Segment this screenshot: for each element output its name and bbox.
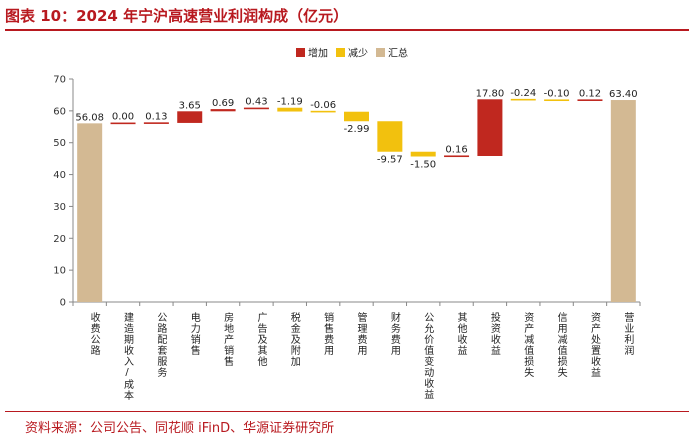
value-label: 0.00 bbox=[112, 112, 134, 123]
y-tick-label: 60 bbox=[53, 106, 66, 117]
y-tick-label: 40 bbox=[53, 170, 66, 181]
axes: 0 10 20 30 40 50 60 70 bbox=[53, 75, 641, 309]
category-label: 建造期收入/成本 bbox=[122, 311, 134, 401]
value-label: 56.08 bbox=[75, 112, 104, 123]
y-tick-label: 30 bbox=[53, 202, 66, 213]
legend-swatch-increase bbox=[296, 48, 305, 57]
value-label: -0.24 bbox=[510, 88, 536, 99]
category-label: 销售费用 bbox=[322, 311, 334, 356]
y-tick-label: 70 bbox=[53, 75, 66, 86]
bar-increase bbox=[477, 99, 503, 156]
bars bbox=[77, 98, 636, 302]
chart-title: 图表 10：2024 年宁沪高速营业利润构成（亿元） bbox=[5, 7, 349, 25]
bar-decrease bbox=[510, 98, 536, 101]
category-label: 投资收益 bbox=[488, 311, 500, 356]
bar-increase bbox=[110, 122, 136, 125]
value-label: 63.40 bbox=[609, 89, 638, 100]
legend: 增加 减少 汇总 bbox=[296, 47, 408, 60]
bar-decrease bbox=[544, 99, 570, 102]
category-label: 营业利润 bbox=[622, 311, 634, 356]
bar-decrease bbox=[344, 111, 369, 122]
category-label: 税金及附加 bbox=[288, 311, 300, 367]
bar-increase bbox=[444, 155, 470, 158]
value-label: -0.10 bbox=[544, 88, 570, 99]
bar-decrease bbox=[410, 151, 436, 157]
category-label: 公允价值变动收益 bbox=[422, 312, 434, 400]
category-label: 其他收益 bbox=[455, 312, 467, 356]
value-label: 0.13 bbox=[145, 111, 167, 122]
bar-decrease bbox=[310, 110, 336, 113]
source-note: 资料来源：公司公告、同花顺 iFinD、华源证券研究所 bbox=[25, 421, 335, 436]
legend-swatch-total bbox=[376, 48, 385, 57]
source-divider bbox=[5, 411, 689, 412]
value-labels: 56.08 0.00 0.13 3.65 0.69 0.43 -1.19 -0.06 -2.99… bbox=[75, 88, 637, 171]
bar-increase bbox=[177, 111, 203, 123]
category-label: 电力销售 bbox=[188, 311, 200, 356]
bar-decrease bbox=[377, 121, 403, 152]
y-tick-label: 10 bbox=[53, 266, 66, 277]
value-label: 17.80 bbox=[476, 88, 505, 99]
bar-total bbox=[77, 123, 103, 302]
waterfall-chart: 0 10 20 30 40 50 60 70 56.08 0.00 0.13 3.65 0.69 0.4… bbox=[53, 47, 641, 401]
bar-total bbox=[610, 100, 636, 302]
value-label: -9.57 bbox=[377, 155, 403, 166]
legend-label-decrease: 减少 bbox=[348, 48, 368, 60]
value-label: -1.50 bbox=[410, 160, 436, 171]
bar-increase bbox=[143, 122, 169, 124]
category-label: 财务费用 bbox=[388, 311, 400, 356]
legend-swatch-decrease bbox=[336, 48, 345, 57]
value-label: 3.65 bbox=[179, 100, 201, 111]
category-labels: 收费公路 建造期收入/成本 公路配套服务 电力销售 房地产销售 广告及其他 税金及附加 销售费… bbox=[88, 311, 634, 401]
bar-increase bbox=[577, 99, 603, 101]
title-divider bbox=[5, 29, 689, 31]
category-label: 公路配套服务 bbox=[155, 312, 167, 378]
legend-label-total: 汇总 bbox=[388, 47, 408, 60]
category-label: 广告及其他 bbox=[255, 312, 267, 367]
category-label: 管理费用 bbox=[355, 311, 367, 356]
category-label: 信用减值损失 bbox=[555, 312, 567, 378]
y-tick-label: 50 bbox=[53, 138, 66, 149]
category-label: 资产处置收益 bbox=[588, 312, 600, 378]
value-label: -2.99 bbox=[344, 124, 370, 135]
y-tick-label: 0 bbox=[60, 298, 66, 309]
value-label: -0.06 bbox=[310, 100, 336, 111]
category-label: 资产减值损失 bbox=[522, 312, 534, 378]
y-tick-label: 20 bbox=[53, 234, 66, 245]
value-label: 0.69 bbox=[212, 98, 234, 109]
category-label: 收费公路 bbox=[88, 311, 100, 356]
value-label: 0.16 bbox=[445, 144, 467, 155]
legend-label-increase: 增加 bbox=[308, 47, 328, 60]
category-label: 房地产销售 bbox=[222, 311, 234, 367]
value-label: 0.43 bbox=[245, 97, 267, 108]
value-label: 0.12 bbox=[579, 88, 601, 99]
bar-decrease bbox=[277, 107, 303, 112]
bar-increase bbox=[210, 109, 236, 112]
value-label: -1.19 bbox=[277, 97, 303, 108]
bar-increase bbox=[243, 107, 269, 110]
